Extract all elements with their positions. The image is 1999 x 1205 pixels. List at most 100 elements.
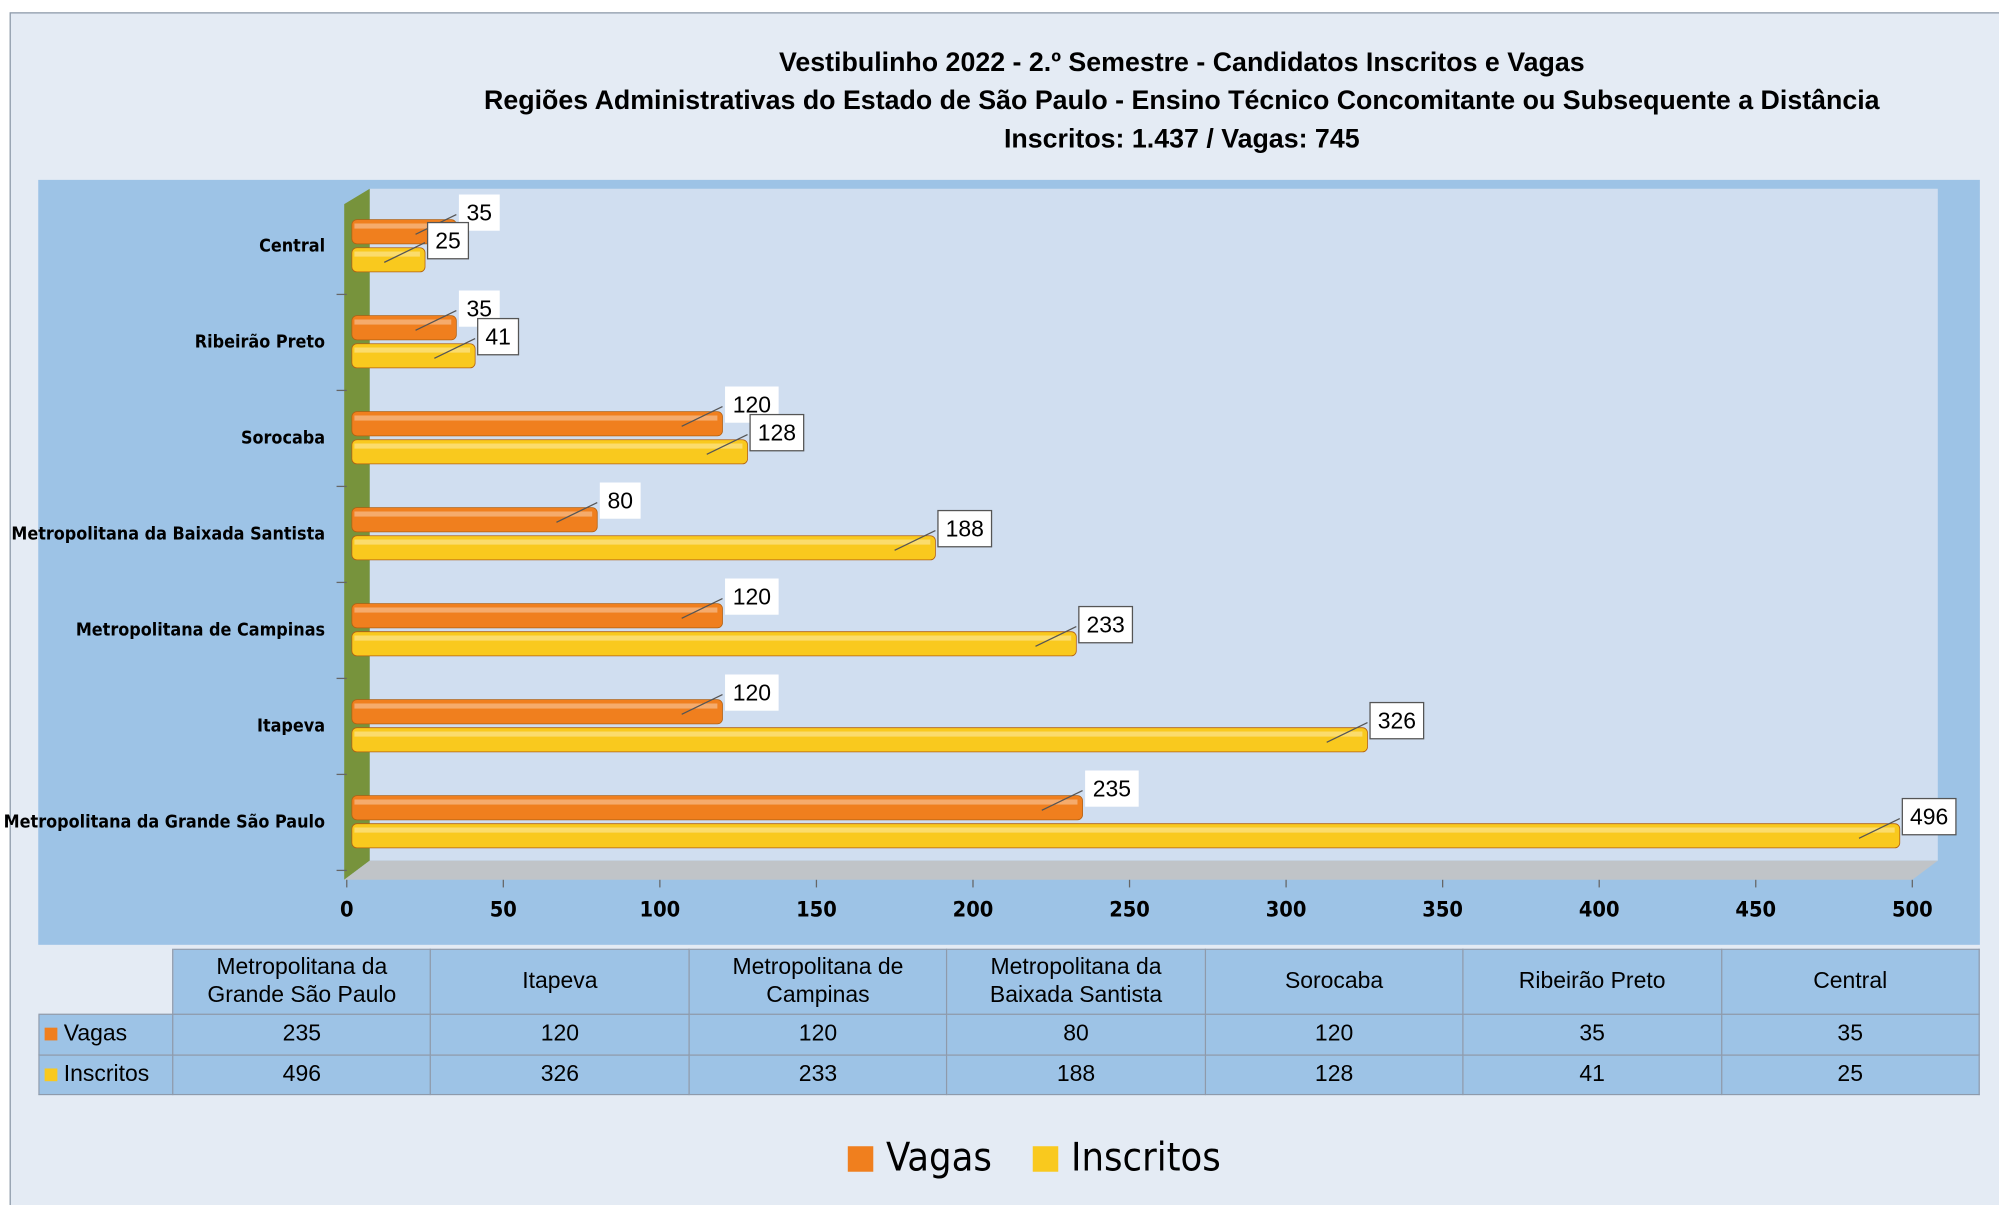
- bar-highlight: [354, 799, 1078, 805]
- bar-highlight: [354, 319, 452, 325]
- y-tick-label: Sorocaba: [241, 427, 325, 448]
- bar: [351, 439, 748, 465]
- floor: [344, 860, 1938, 880]
- table: Metropolitana da Grande São Paulo Itapeva…: [38, 948, 1980, 1096]
- leader-line: [681, 693, 723, 715]
- chart-subtitle: Regiões Administrativas do Estado de São…: [484, 85, 1881, 115]
- table-cell: 120: [1204, 1013, 1464, 1056]
- data-label: 80: [607, 488, 633, 514]
- data-label-box: [749, 413, 805, 452]
- leader-line: [415, 309, 457, 331]
- data-label-box: [477, 317, 520, 356]
- data-label: 128: [758, 420, 796, 446]
- leader-line: [706, 434, 748, 455]
- data-label: 120: [733, 392, 771, 418]
- data-label: 35: [467, 200, 493, 226]
- chart-title: Vestibulinho 2022 - 2.º Semestre - Candi…: [779, 47, 1585, 77]
- table-row: Inscritos 496 326 233 188 128 41 25: [38, 1053, 1980, 1096]
- bar: [351, 727, 1368, 753]
- x-tick-label: 200: [953, 897, 994, 922]
- bar-highlight: [354, 511, 593, 517]
- data-label-box: [1078, 605, 1134, 644]
- leader-line: [1326, 722, 1368, 743]
- data-label-box: [725, 674, 779, 711]
- x-tick-label: 450: [1735, 897, 1776, 922]
- x-tick-label: 350: [1422, 897, 1463, 922]
- data-label-box: [426, 221, 470, 260]
- table-row-label: Vagas: [63, 1020, 128, 1047]
- data-label: 326: [1378, 708, 1416, 734]
- x-tick-label: 0: [340, 897, 354, 922]
- table-cell: 35: [1720, 1013, 1980, 1056]
- y-tick-label: Metropolitana da Baixada Santista: [11, 523, 325, 544]
- table-cell: 120: [688, 1013, 948, 1056]
- data-label: 233: [1087, 612, 1125, 638]
- data-label-box: [599, 482, 641, 519]
- bar: [351, 631, 1077, 657]
- data-label: 188: [946, 516, 984, 542]
- bar: [351, 343, 476, 369]
- table-row: Vagas 235 120 120 80 120 35 35: [38, 1013, 1980, 1056]
- table-cell: 188: [946, 1053, 1206, 1096]
- table-cell: 496: [172, 1053, 432, 1096]
- leader-line: [1035, 626, 1077, 647]
- chart-subtitle: Inscritos: 1.437 / Vagas: 745: [1004, 123, 1360, 153]
- legend-swatch: [1032, 1146, 1059, 1172]
- bar-highlight: [354, 443, 743, 449]
- data-label-box: [1901, 797, 1957, 836]
- x-tick-label: 150: [796, 897, 837, 922]
- bar: [351, 535, 936, 561]
- leader-line: [556, 501, 598, 523]
- y-tick-label: Central: [259, 235, 325, 256]
- table-header: Ribeirão Preto: [1462, 948, 1722, 1015]
- leader-line: [383, 242, 426, 263]
- data-label: 496: [1910, 804, 1948, 830]
- table-header-row: Metropolitana da Grande São Paulo Itapeva…: [38, 948, 1980, 1015]
- legend-label: Inscritos: [1071, 1135, 1221, 1181]
- table-header: Sorocaba: [1204, 948, 1464, 1015]
- bar-highlight: [354, 251, 420, 257]
- leader-line: [1041, 789, 1083, 811]
- legend-swatch: [44, 1028, 58, 1041]
- legend-label: Vagas: [886, 1135, 992, 1181]
- table-row-header: Vagas: [38, 1013, 174, 1056]
- table-cell: 120: [430, 1013, 690, 1056]
- bar-highlight: [354, 415, 718, 421]
- table-cell: 35: [1462, 1013, 1722, 1056]
- table-cell: 128: [1204, 1053, 1464, 1096]
- data-label: 120: [733, 680, 771, 706]
- data-label-box: [725, 578, 779, 615]
- x-tick-label: 400: [1579, 897, 1620, 922]
- side-wall: [344, 188, 370, 880]
- bar-highlight: [354, 539, 931, 545]
- bar: [351, 699, 723, 725]
- data-label-box: [937, 509, 993, 548]
- x-tick-label: 100: [640, 897, 681, 922]
- bar-highlight: [354, 827, 1895, 833]
- table-header: Itapeva: [430, 948, 690, 1015]
- table-cell: 326: [430, 1053, 690, 1096]
- data-label-box: [1369, 701, 1425, 740]
- leader-line: [1858, 818, 1901, 839]
- bar-highlight: [354, 223, 452, 229]
- y-tick-label: Metropolitana de Campinas: [76, 619, 325, 640]
- table-cell: 25: [1720, 1053, 1980, 1096]
- table-cell: 80: [946, 1013, 1206, 1056]
- table-corner: [38, 949, 174, 1015]
- data-table: Metropolitana da Grande São PauloItapeva…: [38, 948, 1980, 1096]
- bar: [351, 507, 598, 533]
- legend-swatch: [847, 1146, 874, 1172]
- leader-line: [434, 338, 476, 359]
- bar-highlight: [354, 703, 718, 709]
- leader-line: [681, 405, 723, 427]
- data-label: 235: [1093, 776, 1131, 802]
- bar-highlight: [354, 635, 1072, 641]
- table-cell: 233: [688, 1053, 948, 1096]
- data-label: 35: [467, 296, 493, 322]
- table-row-header: Inscritos: [38, 1053, 174, 1096]
- x-tick-label: 50: [490, 897, 517, 922]
- table-cell: 41: [1462, 1053, 1722, 1096]
- y-tick-label: Itapeva: [257, 715, 325, 736]
- x-tick-label: 500: [1892, 897, 1933, 922]
